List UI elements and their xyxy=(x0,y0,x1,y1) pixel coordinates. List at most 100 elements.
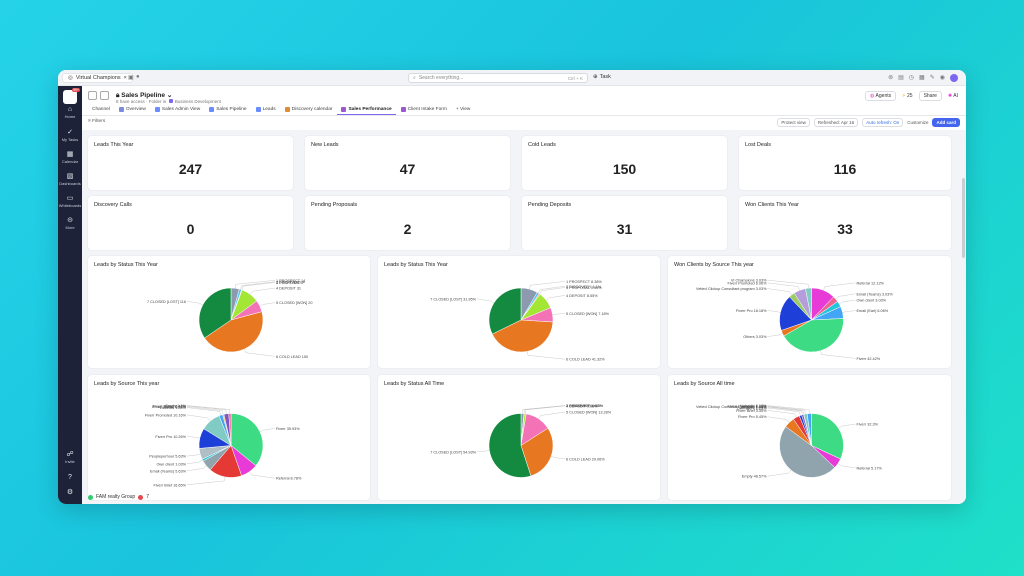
folder-icon[interactable] xyxy=(100,91,109,100)
sidebar-item-whiteboards[interactable]: ▭ Whiteboards xyxy=(58,194,82,208)
tab-channel[interactable]: Channel xyxy=(88,104,114,115)
more-icon: ⊝ xyxy=(67,217,73,224)
pie-chart-card[interactable]: Leads by Status All Time 1 PROSPECT 1.48%… xyxy=(378,375,660,500)
tab-label: + View xyxy=(455,107,471,112)
sidebar-toggle-icon[interactable] xyxy=(88,91,97,100)
stat-card[interactable]: New Leads 47 xyxy=(305,136,510,190)
avatar[interactable] xyxy=(950,74,958,82)
pie-chart-card[interactable]: Leads by Source All time Fiverr 32.3% Refe… xyxy=(668,375,951,500)
footer-group[interactable]: FAM realty Group xyxy=(96,494,136,500)
slice-leader-line xyxy=(538,286,566,294)
pie-slice[interactable] xyxy=(806,413,812,446)
stat-card-title: Pending Proposals xyxy=(311,202,358,208)
ai-icon: ✺ xyxy=(947,93,953,99)
space-link[interactable]: Business Development xyxy=(174,99,221,104)
tab-sales-pipeline[interactable]: Sales Pipeline xyxy=(205,104,250,115)
auto-refresh-toggle[interactable]: Auto refresh: On xyxy=(862,118,904,127)
invite-icon: ☍ xyxy=(66,451,74,458)
app-window: ◎ Virtual Champions × ▣ ● ⌕ Search every… xyxy=(58,70,966,504)
pie-slice[interactable] xyxy=(520,427,554,477)
pie-chart-card[interactable]: Leads by Source This year Fiverr 35.93% Re… xyxy=(88,375,370,500)
stat-card[interactable]: Lost Deals 116 xyxy=(739,136,951,190)
sidebar-item-calendar[interactable]: ▦ Calendar xyxy=(58,150,82,164)
slice-leader-line xyxy=(186,405,231,414)
pie-slice[interactable] xyxy=(811,413,844,460)
pie-chart-card[interactable]: Leads by Status This Year 1 PROSPECT 8.38… xyxy=(378,256,660,368)
customize-button[interactable]: Customize xyxy=(907,120,929,125)
share-button[interactable]: Share xyxy=(918,91,942,101)
slice-leader-line xyxy=(842,310,856,313)
slice-leader-line xyxy=(244,349,276,357)
filters-button[interactable]: ≡ Filters xyxy=(88,119,105,124)
sidebar-item-label: Dashboards xyxy=(59,181,81,186)
pie-slice[interactable] xyxy=(488,287,522,335)
pie-slice[interactable] xyxy=(228,413,232,446)
slice-leader-line xyxy=(767,406,806,415)
pie-slice[interactable] xyxy=(230,413,264,467)
stat-card[interactable]: Cold Leads 150 xyxy=(522,136,727,190)
agents-button[interactable]: ◍ Agents xyxy=(865,91,897,101)
notepad-icon[interactable]: ▤ xyxy=(898,75,904,81)
tab-client-intake-form[interactable]: Client Intake Form xyxy=(397,104,451,115)
stat-card[interactable]: Pending Proposals 2 xyxy=(305,196,510,250)
stat-card[interactable]: Pending Deposits 31 xyxy=(522,196,727,250)
bell-icon[interactable]: ● xyxy=(136,74,140,80)
page-title[interactable]: 🔒︎ Sales Pipeline ⌄ xyxy=(116,91,172,100)
slice-leader-line xyxy=(838,423,856,429)
slice-leader-line xyxy=(767,282,800,291)
ai-button[interactable]: ✺ AI xyxy=(948,93,958,99)
sidebar-item-settings[interactable]: ⚙ xyxy=(58,488,82,497)
search-input[interactable]: ⌕ Search everything... Ctrl + K xyxy=(408,73,588,83)
pie-slice[interactable] xyxy=(491,319,554,353)
calendar-icon[interactable]: ▣ xyxy=(128,75,134,81)
tab-leads[interactable]: Leads xyxy=(252,104,280,115)
pie-slice[interactable] xyxy=(779,426,836,478)
lock-icon: 🔒︎ xyxy=(116,92,120,99)
tab-sales-performance[interactable]: Sales Performance xyxy=(337,104,396,115)
grid-icon[interactable]: ▦ xyxy=(919,75,925,81)
stat-card[interactable]: Won Clients This Year 33 xyxy=(739,196,951,250)
pie-chart-card[interactable]: Leads by Status This Year 1 PROSPECT 14 2 … xyxy=(88,256,370,368)
protect-view-button[interactable]: Protect view xyxy=(777,118,810,127)
pie-slice[interactable] xyxy=(783,318,844,353)
tab-discovery-calendar[interactable]: Discovery calendar xyxy=(281,104,337,115)
sidebar-item-help[interactable]: ? xyxy=(58,474,82,482)
record-icon[interactable]: ⊚ xyxy=(888,75,894,81)
search-shortcut: Ctrl + K xyxy=(567,75,583,81)
task-button[interactable]: ⊕ Task xyxy=(593,74,611,80)
slice-leader-line xyxy=(476,298,494,304)
workspace-tab[interactable]: ◎ Virtual Champions × xyxy=(62,73,133,83)
pie-slice[interactable] xyxy=(198,287,232,339)
search-icon: ⌕ xyxy=(413,75,416,81)
dashboard-scrollbar[interactable] xyxy=(962,178,965,258)
sidebar-item-invite[interactable]: ☍ Invite xyxy=(58,450,82,464)
workspace-logo[interactable]: 99+ xyxy=(63,88,80,104)
tab-sales-admin-view[interactable]: Sales Admin View xyxy=(151,104,204,115)
stat-card[interactable]: Leads This Year 247 xyxy=(88,136,293,190)
automations-count[interactable]: ⚡︎ 25 xyxy=(902,93,912,99)
refresh-button[interactable]: Refreshed: Apr 16 xyxy=(813,118,859,127)
top-right-icons: ⊚ ▤ ◷ ▦ ✎ ◉ xyxy=(888,74,958,82)
stat-card-title: Won Clients This Year xyxy=(745,202,799,208)
add-card-button[interactable]: Add card xyxy=(932,118,960,127)
page-title-text: Sales Pipeline xyxy=(121,92,165,99)
stat-card-value: 31 xyxy=(616,221,633,237)
notes-icon[interactable]: ✎ xyxy=(929,75,935,81)
close-icon[interactable]: × xyxy=(123,75,127,81)
chat-icon[interactable]: ◉ xyxy=(939,75,945,81)
chart-title: Leads by Status This Year xyxy=(94,262,158,268)
stat-card[interactable]: Discovery Calls 0 xyxy=(88,196,293,250)
slice-label: Fiverr 35.93% xyxy=(276,427,300,431)
clock-icon[interactable]: ◷ xyxy=(908,75,915,81)
slice-leader-line xyxy=(767,288,792,295)
sidebar-item-home[interactable]: ⌂ Home xyxy=(58,106,82,119)
tab-overview[interactable]: Overview xyxy=(115,104,150,115)
sidebar-item-more[interactable]: ⊝ More xyxy=(58,216,82,230)
stat-card-value: 47 xyxy=(399,161,416,177)
pie-chart: 1 PROSPECT 1.48%2 DISCOVERY 0.15%4 DEPOS… xyxy=(430,404,612,478)
sidebar-item-dashboards[interactable]: ▧ Dashboards xyxy=(58,172,82,186)
sidebar-item-my-tasks[interactable]: ✓ My Tasks xyxy=(58,128,82,142)
tab-view[interactable]: + View xyxy=(452,104,474,115)
pie-chart-card[interactable]: Won Clients by Source This year Referral … xyxy=(668,256,951,368)
pie-slice[interactable] xyxy=(805,287,812,321)
